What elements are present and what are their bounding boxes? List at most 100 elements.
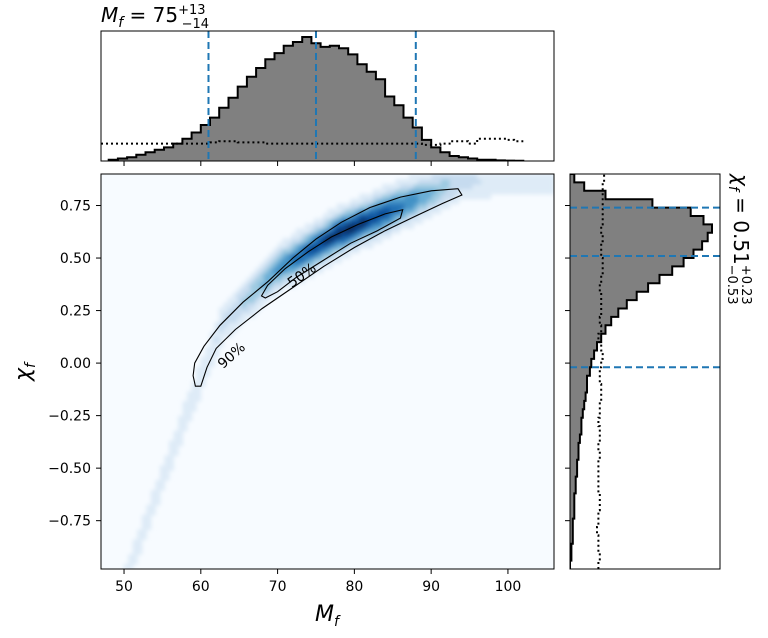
heatmap-cell — [259, 282, 265, 289]
heatmap-cell — [449, 174, 455, 180]
heatmap-cell — [173, 450, 179, 456]
heatmap-cell — [381, 198, 387, 205]
heatmap-cell — [422, 174, 428, 180]
heatmap-cell — [236, 292, 242, 298]
heatmap-cell — [300, 262, 306, 269]
heatmap-cell — [422, 193, 428, 200]
heatmap-cell — [368, 228, 374, 234]
heatmap-cell — [368, 198, 374, 205]
heatmap-cell — [196, 396, 202, 402]
heatmap-cell — [381, 213, 387, 219]
heatmap-cell — [368, 213, 374, 219]
heatmap-cell — [418, 178, 424, 185]
heatmap-cell — [132, 554, 138, 560]
heatmap-cell — [377, 223, 383, 229]
heatmap-cell — [345, 208, 351, 215]
heatmap-cell — [318, 262, 324, 269]
heatmap-cell — [381, 203, 387, 210]
heatmap-cell — [386, 218, 392, 224]
heatmap-cell — [264, 277, 270, 284]
heatmap-cell — [477, 174, 483, 180]
heatmap-cell — [268, 272, 274, 279]
x-tick-label: 70 — [269, 579, 287, 595]
heatmap-cell — [418, 218, 424, 224]
heatmap-cell — [182, 420, 188, 427]
heatmap-cell — [458, 193, 464, 200]
heatmap-cell — [255, 307, 261, 313]
heatmap-cell — [318, 228, 324, 234]
heatmap-cell — [218, 336, 224, 343]
heatmap-cell — [531, 174, 537, 180]
heatmap-cell — [390, 183, 396, 190]
right-marginal-frame — [569, 173, 721, 570]
heatmap-cell — [431, 174, 437, 180]
heatmap-cell — [504, 174, 510, 180]
heatmap-cell — [295, 262, 301, 269]
heatmap-cell — [250, 287, 256, 294]
heatmap-cell — [241, 282, 247, 289]
heatmap-cell — [291, 233, 297, 239]
heatmap-cell — [218, 317, 224, 323]
heatmap-cell — [481, 193, 487, 200]
heatmap-cell — [209, 351, 215, 358]
heatmap-cell — [354, 208, 360, 215]
heatmap-cell — [150, 509, 156, 516]
heatmap-cell — [549, 178, 554, 185]
heatmap-cell — [513, 178, 519, 185]
heatmap-cell — [531, 188, 537, 195]
heatmap-cell — [295, 257, 301, 264]
heatmap-cell — [440, 203, 446, 210]
heatmap-cell — [350, 233, 356, 239]
heatmap-cell — [255, 292, 261, 298]
right-prior-dotted-line — [596, 174, 606, 569]
heatmap-cell — [264, 287, 270, 294]
heatmap-cell — [526, 188, 532, 195]
heatmap-cell — [182, 425, 188, 432]
heatmap-cell — [182, 401, 188, 407]
heatmap-cell — [273, 248, 279, 254]
heatmap-cell — [449, 183, 455, 190]
heatmap-cell — [359, 193, 365, 200]
heatmap-cell — [164, 455, 170, 461]
heatmap-cell — [445, 193, 451, 200]
heatmap-cell — [336, 253, 342, 259]
heatmap-cell — [390, 188, 396, 195]
heatmap-cell — [372, 198, 378, 205]
heatmap-cell — [291, 253, 297, 259]
heatmap-cell — [363, 198, 369, 205]
heatmap-cell — [218, 307, 224, 313]
heatmap-cell — [436, 174, 442, 180]
heatmap-cell — [368, 223, 374, 229]
heatmap-cell — [300, 228, 306, 234]
heatmap-cell — [409, 208, 415, 215]
heatmap-cell — [282, 253, 288, 259]
heatmap-cell — [164, 470, 170, 476]
heatmap-cell — [191, 401, 197, 407]
heatmap-cell — [336, 233, 342, 239]
heatmap-cell — [309, 262, 315, 269]
heatmap-cell — [436, 183, 442, 190]
heatmap-cell — [313, 253, 319, 259]
heatmap-cell — [323, 218, 329, 224]
heatmap-cell — [196, 381, 202, 387]
heatmap-cell — [481, 183, 487, 190]
heatmap-cell — [467, 174, 473, 180]
top-marginal-frame — [100, 30, 555, 162]
heatmap-cell — [223, 307, 229, 313]
heatmap-cell — [427, 213, 433, 219]
heatmap-cell — [354, 213, 360, 219]
heatmap-cell — [440, 174, 446, 180]
x-tick-label: 60 — [192, 579, 210, 595]
heatmap-cell — [313, 248, 319, 254]
heatmap-cell — [472, 183, 478, 190]
heatmap-cell — [241, 292, 247, 298]
heatmap-cell — [436, 203, 442, 210]
heatmap-cell — [309, 248, 315, 254]
heatmap-cell — [295, 277, 301, 284]
y-tick-label: 0.50 — [60, 251, 91, 267]
heatmap-cell — [540, 174, 546, 180]
heatmap-cell — [409, 203, 415, 210]
heatmap-cell — [159, 465, 165, 471]
heatmap-cell — [246, 277, 252, 284]
heatmap-cell — [477, 188, 483, 195]
